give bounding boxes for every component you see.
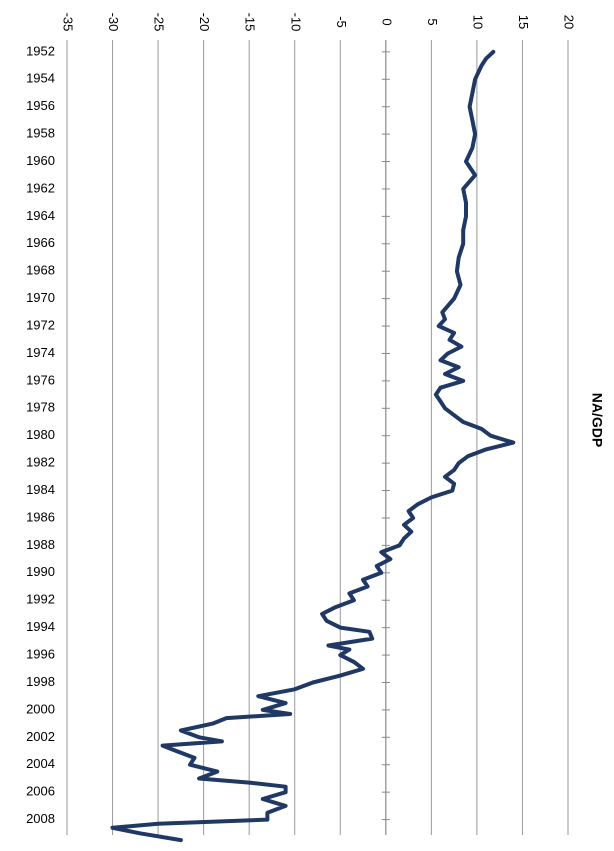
x-tick-label: 2000 [26,701,55,716]
x-tick-label: 1980 [26,427,55,442]
x-tick-label: 1970 [26,290,55,305]
data-line [110,49,516,843]
x-tick-label: 1952 [26,43,55,58]
chart-title: NA/GDP [589,393,605,447]
x-tick-label: 1982 [26,455,55,470]
y-tick-label: -25 [152,13,167,32]
x-tick-label: 1984 [26,482,55,497]
x-tick-label: 1966 [26,235,55,250]
y-tick-label: 5 [425,18,440,25]
x-tick-label: 1974 [26,345,55,360]
y-tick-label: -10 [288,13,303,32]
x-tick-label: 2004 [26,756,55,771]
y-tick-label: 0 [379,18,394,25]
x-tick-label: 1990 [26,564,55,579]
x-tick-label: 2002 [26,729,55,744]
y-tick-label: 20 [562,15,577,29]
x-tick-label: 1960 [26,153,55,168]
y-tick-label: -35 [61,13,76,32]
x-tick-label: 1998 [26,674,55,689]
x-tick-label: 1978 [26,400,55,415]
x-tick-label: 1988 [26,537,55,552]
x-tick-label: 1956 [26,98,55,113]
x-tick-label: 2008 [26,811,55,826]
x-tick-label: 1962 [26,180,55,195]
y-tick-label: 15 [516,15,531,29]
x-tick-label: 1964 [26,208,55,223]
y-tick-label: -30 [106,13,121,32]
x-tick-label: 1954 [26,71,55,86]
x-tick-label: 1992 [26,592,55,607]
x-tick-label: 1968 [26,263,55,278]
y-tick-label: -5 [334,16,349,28]
y-tick-label: -15 [243,13,258,32]
y-tick-label: 10 [470,15,485,29]
x-tick-label: 1996 [26,647,55,662]
y-tick-label: -20 [197,13,212,32]
x-tick-label: 1958 [26,126,55,141]
x-tick-label: 1976 [26,372,55,387]
x-tick-label: 2006 [26,784,55,799]
x-tick-label: 1972 [26,317,55,332]
x-tick-label: 1986 [26,509,55,524]
x-tick-label: 1994 [26,619,55,634]
